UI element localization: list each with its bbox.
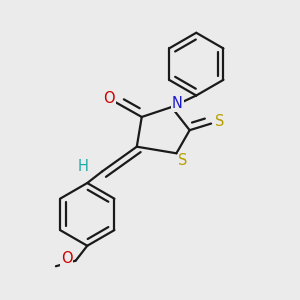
Text: S: S (215, 114, 224, 129)
Text: H: H (78, 159, 89, 174)
Text: N: N (172, 96, 183, 111)
Text: S: S (178, 153, 188, 168)
Text: O: O (103, 91, 115, 106)
Text: O: O (61, 251, 72, 266)
